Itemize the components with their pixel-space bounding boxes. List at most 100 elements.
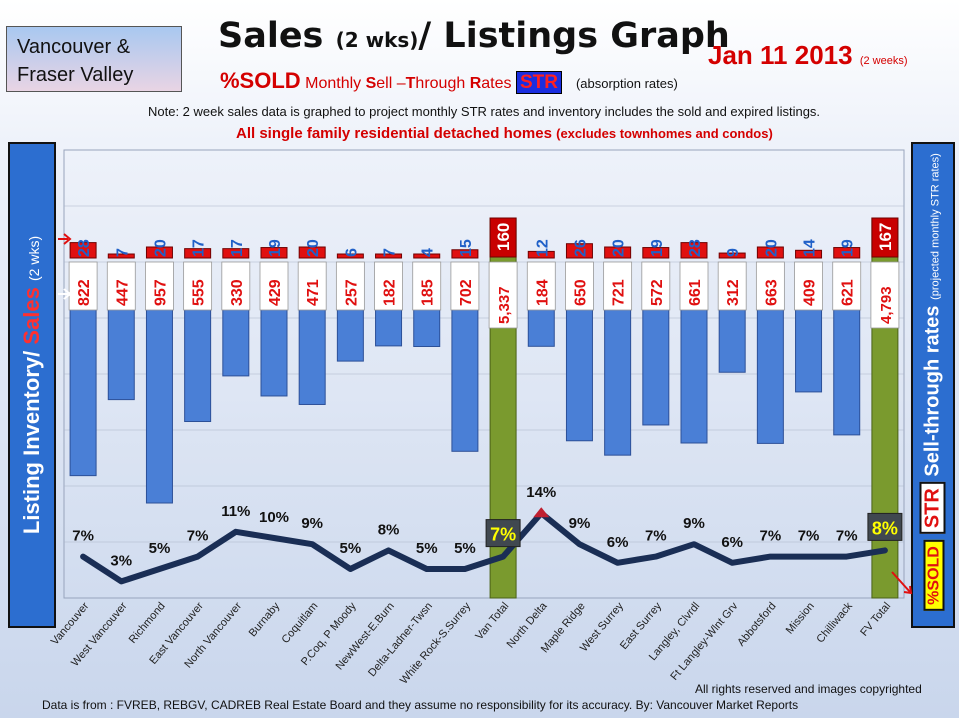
sales-bar: [69, 242, 97, 259]
str-label: 7%: [490, 525, 516, 545]
listing-label: 572: [649, 279, 666, 306]
str-label: 9%: [569, 515, 591, 532]
listing-bar: [184, 308, 212, 423]
listing-bar: [260, 308, 288, 397]
str-label: 8%: [378, 521, 400, 538]
sales-bar: [642, 247, 670, 259]
subtitle: %SOLD Monthly Sell –Through Rates STR (ab…: [220, 68, 678, 94]
str-label: 7%: [836, 528, 858, 545]
sales-bar: [718, 252, 746, 259]
listing-label-box: [679, 261, 709, 311]
str-label: 8%: [872, 518, 898, 538]
str-label: 11%: [221, 503, 250, 520]
category-label: Burnaby: [247, 600, 283, 639]
category-label: Delta-Ladner-Twsn: [366, 600, 435, 679]
listing-label-box: [488, 261, 518, 329]
sales-label: 28: [76, 239, 93, 257]
str-label: 6%: [607, 534, 629, 551]
sales-bar: [871, 217, 899, 258]
category-label: Richmond: [127, 600, 168, 646]
str-label: 14%: [526, 484, 556, 501]
sales-bar: [107, 253, 135, 259]
category-label: FV Total: [858, 600, 893, 638]
category-label: Van Total: [473, 600, 511, 642]
listing-bar: [527, 308, 555, 347]
subtitle-str-badge: STR: [515, 71, 562, 94]
subtitle-absorption: (absorption rates): [575, 76, 678, 91]
listing-label-box: [794, 261, 823, 311]
subtitle-r: R: [469, 75, 482, 92]
subtitle-sold: %SOLD: [220, 68, 301, 93]
listing-label: 957: [152, 279, 169, 306]
str-label: 7%: [187, 528, 209, 545]
listing-label: 621: [840, 279, 857, 306]
category-label: White Rock-S.Surrey: [398, 600, 474, 687]
note-text: Note: 2 week sales data is graphed to pr…: [148, 104, 821, 119]
listing-bar: [145, 308, 173, 504]
right-axis-panel: %SOLDSTR Sell-through rates (projected m…: [911, 142, 955, 628]
listing-label-box: [145, 261, 174, 311]
sales-label: 19: [840, 239, 857, 257]
listing-label-box: [412, 261, 442, 311]
listing-label: 661: [687, 279, 704, 306]
str-label: 6%: [721, 534, 743, 551]
sales-label: 7: [382, 248, 399, 257]
sales-label: 20: [305, 239, 322, 257]
sales-label: 7: [114, 248, 131, 257]
listing-label-box: [183, 261, 213, 311]
listing-label: 184: [534, 279, 551, 306]
title-main: Sales: [218, 16, 336, 56]
listing-label: 5,337: [496, 286, 513, 324]
str-line: [80, 510, 888, 585]
subtitle-t: T: [405, 75, 416, 92]
listing-bar: [795, 308, 823, 393]
listing-label: 429: [267, 279, 284, 306]
sales-label: 9: [725, 248, 742, 257]
footer-text: Data is from : FVREB, REBGV, CADREB Real…: [42, 698, 799, 712]
str-label: 5%: [416, 540, 438, 557]
listing-bar: [756, 308, 784, 444]
listing-label-box: [259, 261, 289, 311]
sales-bar: [756, 246, 784, 259]
rights-text: All rights reserved and images copyright…: [695, 682, 922, 696]
str-label: 3%: [110, 552, 132, 569]
listing-label-box: [832, 261, 862, 311]
listing-bar: [642, 308, 670, 426]
date-note: (2 weeks): [859, 55, 908, 67]
str-label: 10%: [259, 509, 289, 526]
sales-bar: [413, 253, 441, 259]
listing-label-box: [450, 261, 480, 311]
sales-label: 160: [494, 223, 513, 251]
listing-arrow-head: [63, 288, 72, 300]
sales-label: 4: [420, 248, 437, 257]
listing-bar: [336, 308, 364, 362]
sales-label: 12: [534, 239, 551, 257]
listing-bar: [413, 308, 441, 348]
listing-label: 182: [382, 279, 399, 306]
listing-label-box: [335, 261, 365, 311]
sales-bar: [489, 217, 517, 258]
sales-label: 20: [611, 239, 628, 257]
region-box: Vancouver & Fraser Valley: [6, 26, 182, 92]
listing-label: 702: [458, 279, 475, 306]
listing-label-box: [68, 261, 98, 311]
subtitle-ates: ates: [481, 75, 516, 92]
category-label: Abbotsford: [735, 600, 778, 648]
listing-bar: [604, 308, 632, 456]
title-rest: / Listings Graph: [418, 16, 730, 56]
left-axis-panel: Listing Inventory/ Sales (2 wks): [8, 142, 56, 628]
sales-label: 17: [191, 239, 208, 257]
date-text: Jan 11 2013: [708, 40, 853, 70]
listing-label: 312: [725, 279, 742, 306]
str-label: 7%: [72, 528, 94, 545]
sales-label: 167: [876, 223, 895, 251]
str-label: 5%: [454, 540, 476, 557]
str-label: 7%: [798, 528, 820, 545]
sales-label: 28: [687, 239, 704, 257]
sales-label: 20: [152, 239, 169, 257]
sales-arrow-head: [63, 233, 72, 245]
str-label-box: [867, 512, 903, 541]
listing-bar: [833, 308, 861, 436]
sales-label: 15: [458, 239, 475, 257]
